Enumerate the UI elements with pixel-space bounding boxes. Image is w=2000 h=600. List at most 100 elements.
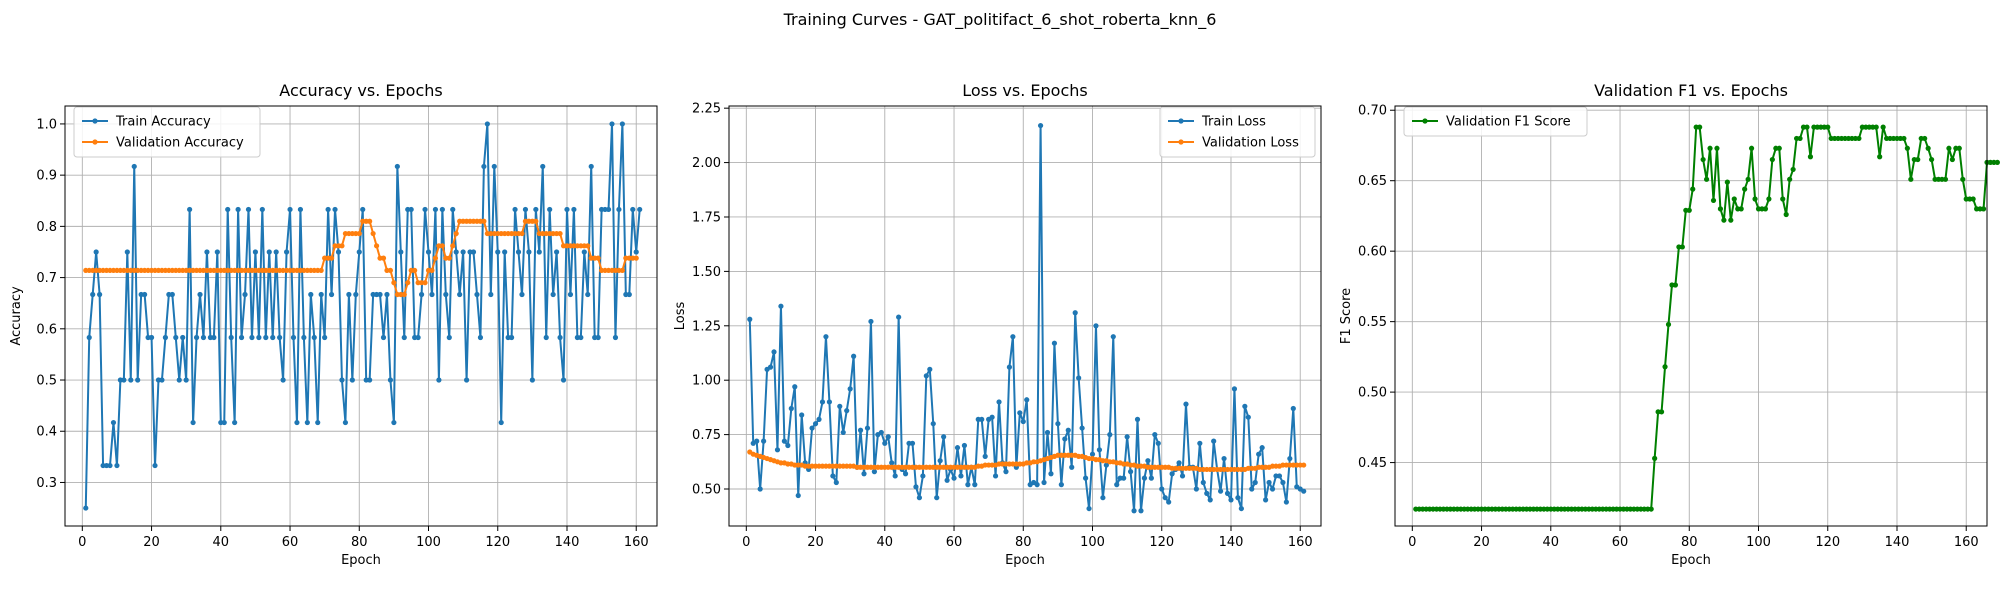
data-point: [788, 405, 794, 412]
y-tick-label: 0.65: [1358, 174, 1387, 189]
data-point: [356, 230, 362, 237]
data-point: [547, 206, 553, 213]
data-point: [1652, 455, 1658, 461]
data-point: [785, 442, 791, 449]
data-point: [1877, 154, 1883, 160]
data-point: [1807, 154, 1814, 160]
data-point: [387, 377, 394, 383]
data-point: [1287, 455, 1293, 462]
data-point: [318, 267, 324, 274]
data-point: [1922, 135, 1928, 142]
data-point: [1207, 497, 1213, 503]
data-point: [609, 121, 615, 127]
legend-box: [1403, 106, 1588, 137]
data-point: [263, 334, 269, 341]
y-tick-label: 0.4: [36, 425, 57, 440]
data-point: [1127, 469, 1134, 475]
figure-suptitle: Training Curves - GAT_politifact_6_shot_…: [783, 10, 1217, 30]
y-tick-label: 2.25: [692, 102, 721, 117]
data-point: [169, 291, 175, 298]
data-point: [488, 291, 494, 298]
data-point: [972, 482, 978, 488]
data-point: [560, 377, 567, 383]
data-point: [477, 334, 484, 341]
data-point: [1242, 403, 1248, 409]
data-point: [193, 334, 200, 341]
x-tick-label: 20: [143, 535, 160, 550]
legend-box: [1159, 106, 1316, 158]
data-point: [522, 206, 529, 213]
data-point: [515, 249, 522, 255]
f1-chart: Validation F1 vs. Epochs 0 20 40 60 80 100 120 1…: [1339, 81, 2000, 568]
data-point: [826, 399, 833, 405]
data-point: [851, 353, 857, 359]
data-point: [868, 318, 874, 325]
data-point: [446, 255, 452, 261]
data-point: [353, 291, 359, 298]
y-tick-label: 0.6: [36, 322, 57, 337]
data-point: [536, 249, 542, 255]
y-tick-label: 0.60: [1358, 245, 1387, 260]
data-point: [916, 495, 923, 501]
data-point: [1769, 156, 1775, 163]
data-point: [232, 419, 238, 426]
legend-label: Validation Loss: [1202, 136, 1299, 151]
data-point: [1960, 176, 1966, 182]
data-point: [152, 462, 158, 469]
data-point: [1697, 124, 1703, 130]
data-point: [356, 249, 362, 255]
data-point: [470, 249, 477, 255]
data-point: [384, 291, 390, 298]
data-point: [1748, 145, 1755, 151]
data-point: [554, 249, 560, 255]
data-point: [1124, 434, 1130, 440]
data-point: [1762, 206, 1769, 212]
data-point: [837, 403, 843, 409]
data-point: [619, 121, 625, 127]
x-tick-label: 120: [1149, 535, 1174, 550]
data-point: [951, 475, 957, 481]
data-point: [633, 255, 639, 261]
data-point: [332, 206, 338, 213]
y-tick-label: 1.25: [692, 319, 721, 334]
data-point: [187, 206, 193, 213]
axes-frame: [1394, 105, 1988, 527]
data-point: [249, 334, 255, 341]
legend-label: Validation F1 Score: [1446, 115, 1571, 130]
chart-title: Accuracy vs. Epochs: [279, 81, 442, 100]
data-point: [1211, 438, 1217, 444]
data-point: [491, 163, 497, 170]
x-tick-label: 160: [1288, 535, 1313, 550]
x-tick-label: 100: [1080, 535, 1105, 550]
y-tick-label: 0.8: [36, 220, 57, 235]
data-point: [840, 429, 846, 436]
data-point: [1700, 156, 1706, 163]
y-axis-label: Loss: [673, 302, 688, 331]
legend-marker: [1178, 118, 1184, 124]
data-point: [992, 473, 999, 479]
data-point: [1221, 455, 1227, 462]
data-point: [557, 230, 563, 237]
data-point: [1269, 486, 1276, 492]
data-point: [114, 462, 120, 469]
x-tick-label: 60: [282, 535, 299, 550]
data-point: [245, 206, 252, 213]
data-point: [1804, 124, 1810, 130]
data-point: [1114, 482, 1120, 488]
data-point: [1648, 506, 1654, 512]
data-point: [422, 280, 428, 286]
x-tick-label: 140: [1219, 535, 1244, 550]
data-point: [1766, 196, 1772, 202]
data-point: [1731, 196, 1737, 202]
data-point: [1200, 479, 1206, 486]
x-tick-label: 100: [416, 535, 441, 550]
data-point: [1946, 145, 1952, 151]
data-point: [885, 434, 891, 440]
data-point: [110, 419, 117, 426]
data-point: [335, 249, 342, 255]
data-point: [847, 386, 853, 392]
data-point: [1949, 156, 1955, 163]
data-point: [342, 419, 349, 426]
